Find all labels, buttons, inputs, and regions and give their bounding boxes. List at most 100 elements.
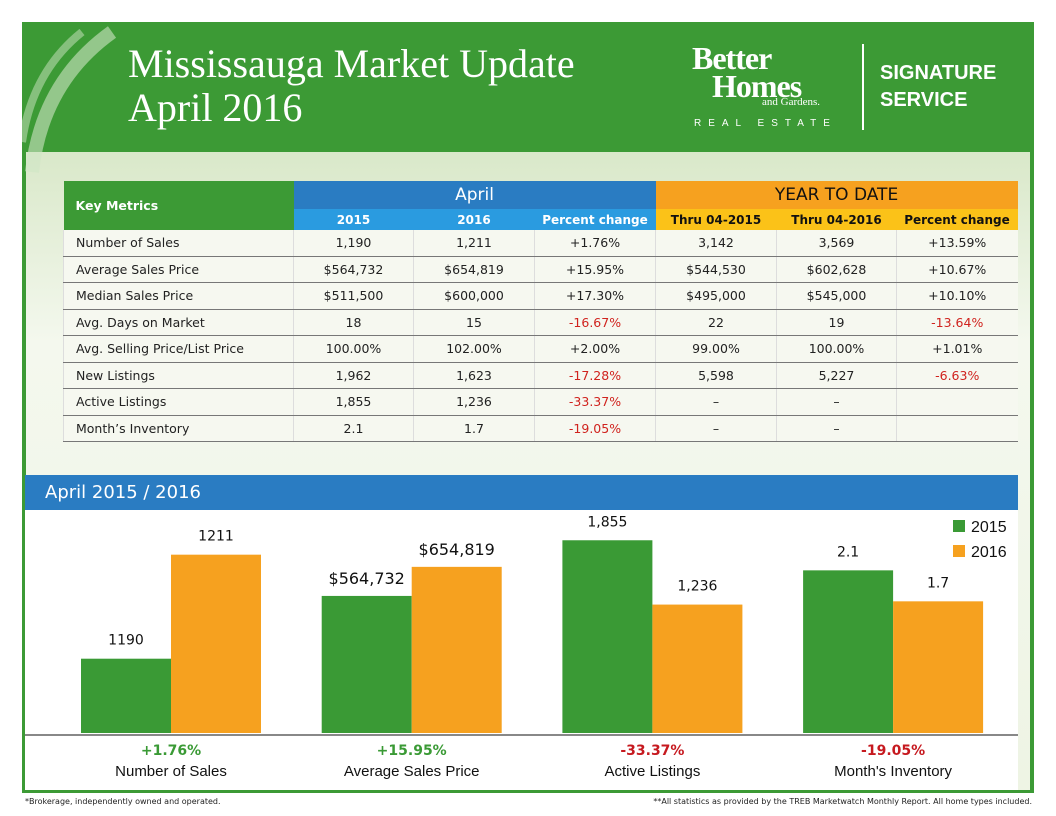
cell: -33.37%: [534, 388, 656, 416]
footnote: **All statistics as provided by the TREB…: [653, 797, 1032, 806]
change-label: +15.95%: [377, 743, 447, 759]
corner: Key Metrics: [63, 181, 294, 230]
legend-swatch: [953, 520, 965, 532]
cell: -6.63%: [896, 362, 1018, 389]
brand-logo: Better Homes: [692, 40, 802, 104]
cell: 100.00%: [776, 335, 897, 363]
title-line: Mississauga Market Update: [128, 41, 575, 86]
change-label: -19.05%: [861, 743, 925, 759]
swoosh: [22, 26, 117, 173]
service-text: SERVICE: [880, 89, 968, 111]
cell: $495,000: [655, 282, 777, 310]
table-row: Active Listings 1,855 1,236 -33.37% – –: [63, 388, 1018, 416]
cell: 1,190: [293, 230, 414, 257]
cell: 19: [776, 309, 897, 336]
divider: [862, 44, 864, 130]
cell: +17.30%: [534, 282, 656, 310]
bar: [893, 601, 984, 733]
cell: +13.59%: [896, 230, 1018, 257]
metric-name: Avg. Days on Market: [63, 309, 294, 336]
category-label: Number of Sales: [115, 763, 227, 780]
metric-name: Average Sales Price: [63, 256, 294, 283]
table-row: Avg. Days on Market 18 15 -16.67% 22 19 -13.64…: [63, 309, 1018, 336]
metric-name: Month’s Inventory: [63, 415, 294, 442]
cell: $564,732: [293, 256, 414, 283]
category-label: Average Sales Price: [344, 763, 480, 780]
cell: $600,000: [413, 282, 535, 310]
cell: [896, 388, 1018, 416]
column-header: Thru 04-2015: [655, 209, 777, 230]
cell: -17.28%: [534, 362, 656, 389]
cell: 100.00%: [293, 335, 414, 363]
cell: +2.00%: [534, 335, 656, 363]
cell: 1,962: [293, 362, 414, 389]
cell: 15: [413, 309, 535, 336]
table-row: Median Sales Price $511,500 $600,000 +17.30…: [63, 282, 1018, 310]
cell: 2.1: [293, 415, 414, 442]
cell: -13.64%: [896, 309, 1018, 336]
cell: $511,500: [293, 282, 414, 310]
change-label: -33.37%: [620, 743, 684, 759]
brand-text: Homes: [712, 68, 802, 104]
cell: 3,142: [655, 230, 777, 257]
cell: 3,569: [776, 230, 897, 257]
table-row: Month’s Inventory 2.1 1.7 -19.05% – –: [63, 415, 1018, 442]
column-header: 2016: [413, 209, 535, 230]
cell: +1.01%: [896, 335, 1018, 363]
metric-name: Avg. Selling Price/List Price: [63, 335, 294, 363]
value-label: $564,732: [329, 569, 405, 588]
bar: [171, 554, 261, 733]
cell: $544,530: [655, 256, 777, 283]
legend-label: 2015: [971, 519, 1007, 536]
bar: [411, 566, 502, 733]
metric-name: New Listings: [63, 362, 294, 389]
cell: +10.10%: [896, 282, 1018, 310]
footnote: *Brokerage, independently owned and oper…: [25, 797, 221, 806]
cell: +15.95%: [534, 256, 656, 283]
cell: 99.00%: [655, 335, 777, 363]
bar: [81, 658, 171, 733]
bar: [652, 604, 743, 733]
brand-text: REAL ESTATE: [694, 118, 837, 129]
table-row: New Listings 1,962 1,623 -17.28% 5,598 5,227-…: [63, 362, 1018, 389]
cell: -16.67%: [534, 309, 656, 336]
brand-text: Better: [692, 40, 772, 76]
table-row: Average Sales Price $564,732 $654,819 +15.9…: [63, 256, 1018, 283]
cell: $654,819: [413, 256, 535, 283]
column-header: Percent change: [534, 209, 656, 230]
bar: [321, 595, 412, 733]
cell: -19.05%: [534, 415, 656, 442]
cell: –: [655, 415, 777, 442]
cell: +10.67%: [896, 256, 1018, 283]
table-row: Number of Sales 1,190 1,211 +1.76% 3,142 3,56…: [63, 230, 1018, 257]
metric-name: Median Sales Price: [63, 282, 294, 310]
cell: $602,628: [776, 256, 897, 283]
category-label: Month's Inventory: [834, 763, 952, 780]
value-label: 1.7: [927, 575, 949, 591]
cell: [896, 415, 1018, 442]
cell: 22: [655, 309, 777, 336]
value-label: $654,819: [419, 540, 495, 559]
header-row: 2015 2016 Percent change Thru 04-2015 Thru 0…: [64, 209, 1018, 230]
metrics-table: Key Metrics April YEAR TO DATE 2015 2016 Perc…: [63, 181, 1018, 442]
metric-name: Number of Sales: [63, 230, 294, 257]
cell: 5,598: [655, 362, 777, 389]
title: Mississauga Market Update April 2016: [128, 42, 575, 130]
value-label: 1,236: [677, 579, 717, 595]
group-header: YEAR TO DATE: [655, 181, 1018, 209]
service: SIGNATURE SERVICE: [880, 60, 996, 114]
cell: 1,211: [413, 230, 535, 257]
group-header: April: [293, 181, 656, 209]
column-header: Percent change: [896, 209, 1018, 230]
cell: 1,855: [293, 388, 414, 416]
title-line: April 2016: [128, 85, 303, 130]
legend-label: 2016: [971, 544, 1007, 561]
category-label: Active Listings: [604, 763, 700, 780]
table-row: Avg. Selling Price/List Price 100.00% 102.…: [63, 335, 1018, 363]
brand-text: and Gardens.: [762, 96, 821, 108]
cell: –: [776, 415, 897, 442]
cell: 1.7: [413, 415, 535, 442]
value-label: 1,855: [587, 514, 627, 530]
cell: –: [655, 388, 777, 416]
